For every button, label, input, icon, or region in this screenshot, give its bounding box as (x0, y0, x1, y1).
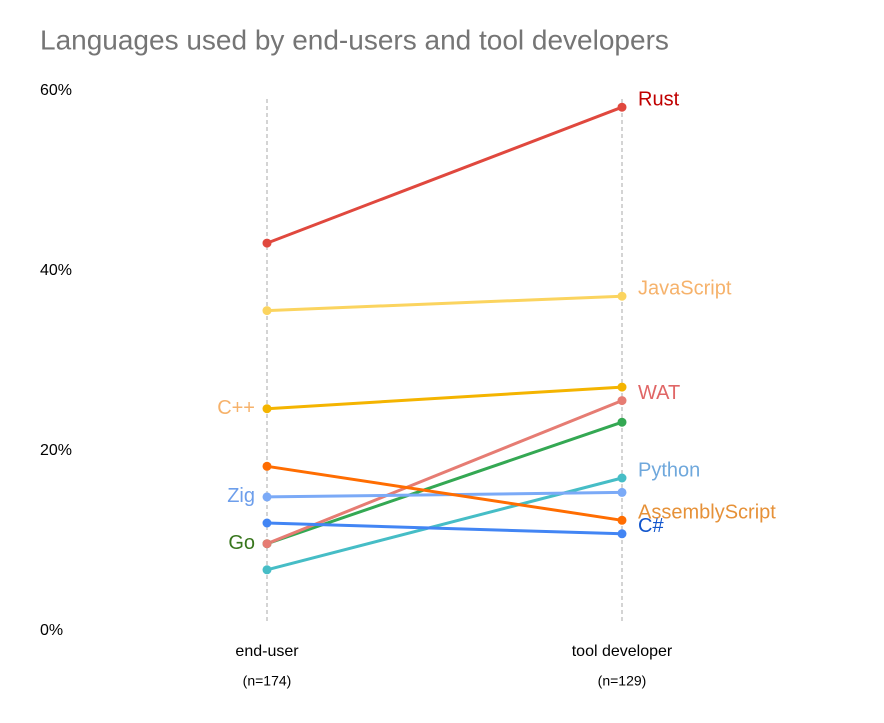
point (262, 306, 272, 316)
series-label: WAT (638, 382, 680, 404)
series-label: Zig (227, 485, 255, 507)
point (617, 473, 627, 483)
chart-title: Languages used by end-users and tool dev… (40, 24, 669, 55)
point (617, 487, 627, 497)
point (262, 565, 272, 575)
y-tick-label: 60% (40, 82, 72, 99)
series-line (266, 385, 623, 411)
series-line (266, 521, 623, 536)
point (617, 417, 627, 427)
point (262, 238, 272, 248)
series-label: AssemblyScript (638, 502, 776, 524)
point (617, 515, 627, 525)
y-tick-label: 20% (40, 442, 72, 459)
x-tick-label: end-user (235, 643, 299, 660)
series-line (266, 105, 623, 245)
series-label: C# (638, 515, 664, 537)
point (617, 291, 627, 301)
point (262, 404, 272, 414)
point (262, 461, 272, 471)
series-label: Rust (638, 88, 680, 110)
series-label: JavaScript (638, 277, 732, 299)
y-tick-label: 0% (40, 622, 63, 639)
y-tick-label: 40% (40, 262, 72, 279)
point (262, 492, 272, 502)
series-line (266, 294, 623, 313)
point (617, 529, 627, 539)
series-line (266, 464, 623, 522)
point (262, 518, 272, 528)
x-tick-label: tool developer (572, 643, 673, 660)
point (617, 396, 627, 406)
series-label: Go (228, 532, 255, 554)
x-tick-sublabel: (n=174) (243, 673, 292, 689)
series-label: Python (638, 459, 700, 481)
x-tick-sublabel: (n=129) (598, 673, 647, 689)
point (617, 102, 627, 112)
series-line (266, 399, 623, 546)
series-label: C++ (217, 397, 255, 419)
point (262, 539, 272, 549)
point (617, 382, 627, 392)
